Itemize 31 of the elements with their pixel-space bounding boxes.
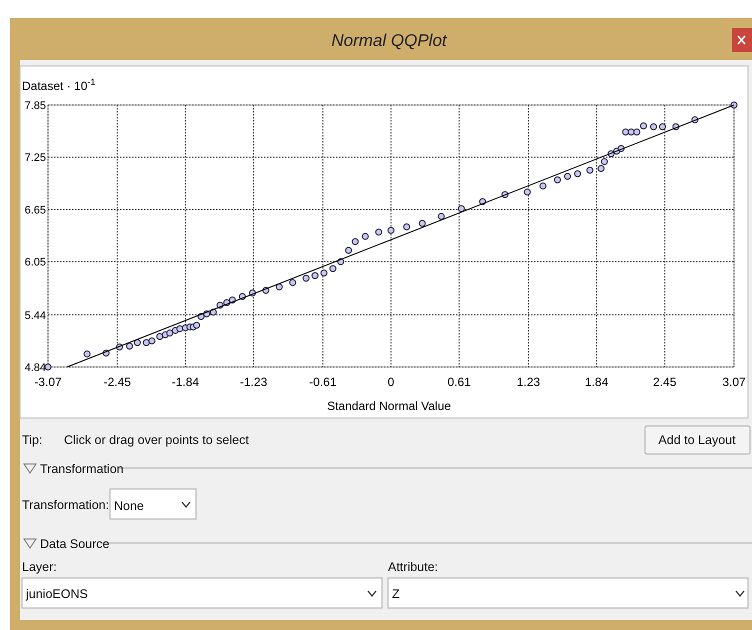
text: Transformation xyxy=(40,462,124,476)
text: Add to Layout xyxy=(658,433,736,447)
y-tick-label: 4.84 xyxy=(24,362,46,374)
x-tick-label: 0.61 xyxy=(447,375,472,389)
x-tick-label: 1.23 xyxy=(516,375,540,389)
text: junioEONS xyxy=(25,587,88,601)
x-tick-label: 1.84 xyxy=(584,375,609,389)
text: Layer: xyxy=(22,560,57,574)
text: None xyxy=(114,499,144,513)
text: Data Source xyxy=(40,537,110,551)
text: Click or drag over points to select xyxy=(64,433,250,447)
y-tick-label: 7.85 xyxy=(24,100,46,112)
y-tick-label: 5.44 xyxy=(24,310,46,322)
x-tick-label: -0.61 xyxy=(309,375,337,389)
x-axis-title: Standard Normal Value xyxy=(327,399,452,413)
text: Attribute: xyxy=(388,560,438,574)
x-tick-label: 2.45 xyxy=(653,375,677,389)
y-axis-title: Dataset · 10$^{-1}$ xyxy=(22,77,96,93)
y-tick-label: 6.05 xyxy=(24,256,46,269)
text: Z xyxy=(392,587,400,601)
x-tick-label: -1.84 xyxy=(172,375,200,389)
chart-title: Normal QQPlot xyxy=(331,31,448,50)
x-tick-label: -3.07 xyxy=(34,375,62,389)
x-tick-label: 3.07 xyxy=(722,375,746,389)
text: Transformation: xyxy=(22,498,110,512)
y-tick-label: 6.65 xyxy=(24,204,46,216)
y-tick-label: 7.25 xyxy=(24,152,46,164)
x-tick-label: -1.23 xyxy=(240,375,268,389)
x-tick-label: -2.45 xyxy=(104,375,132,389)
text: Tip: xyxy=(22,433,42,447)
x-tick-label: 0 xyxy=(388,375,395,389)
